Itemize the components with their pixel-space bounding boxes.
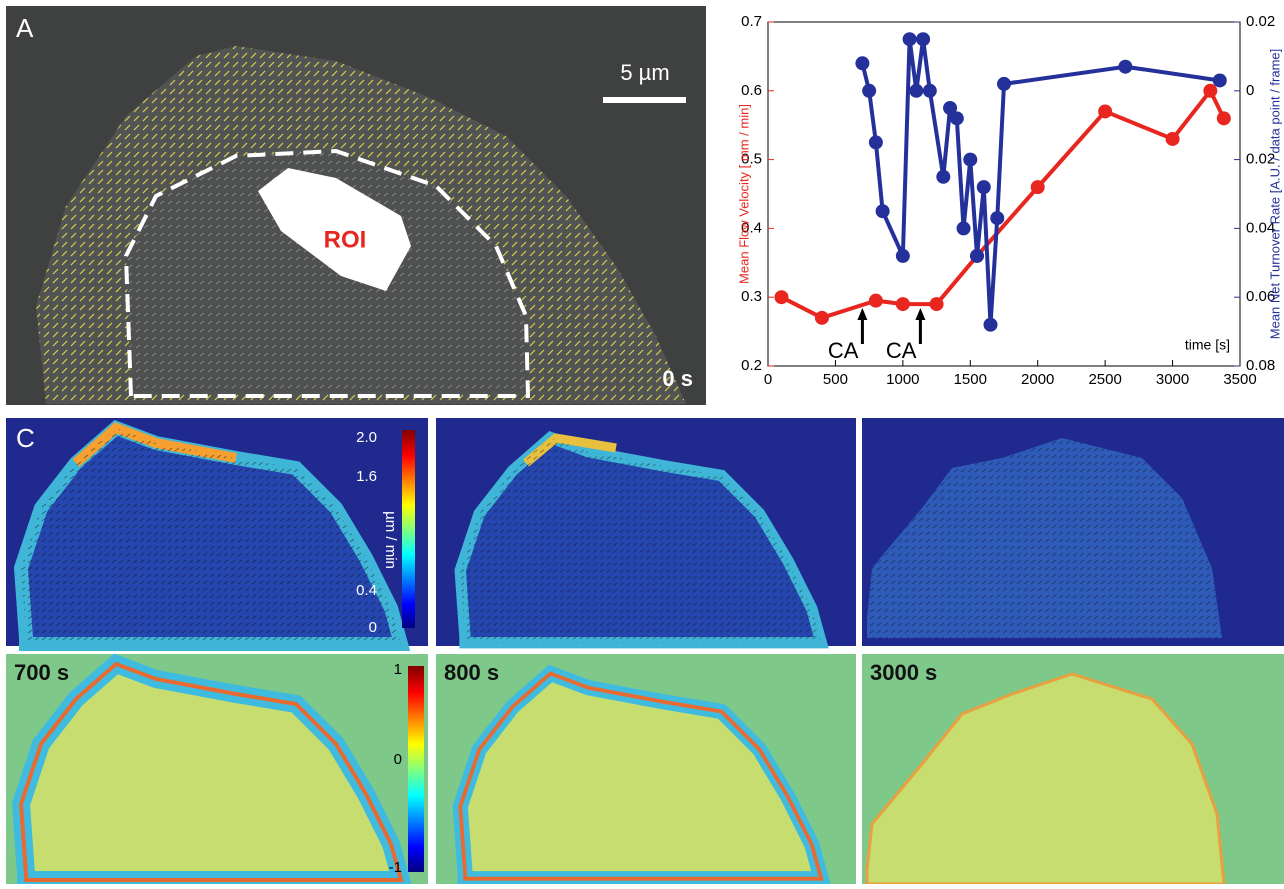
- colorbar-tick: 2.0: [356, 429, 377, 446]
- point: [984, 318, 998, 332]
- panel-label: C: [16, 423, 35, 453]
- point: [1031, 180, 1045, 194]
- scale-bar-label: 5 µm: [620, 60, 669, 85]
- y-tick-label: 0.3: [741, 288, 762, 305]
- point: [970, 249, 984, 263]
- point: [896, 249, 910, 263]
- x-tick-label: 2000: [1021, 371, 1054, 388]
- point: [990, 211, 1004, 225]
- point: [923, 84, 937, 98]
- figure: ROI A 5 µm 0 s B 05001000150020002500300…: [0, 0, 1284, 884]
- colorbar-tick: 0: [369, 619, 377, 636]
- x-tick-label: 1000: [886, 371, 919, 388]
- time-label: 700 s: [14, 660, 69, 685]
- point: [1166, 132, 1180, 146]
- colorbar: [402, 430, 415, 628]
- point: [869, 294, 883, 308]
- point: [1217, 111, 1231, 125]
- roi-label: ROI: [324, 226, 367, 253]
- speed-map: [862, 418, 1284, 646]
- y-tick-label: 0.2: [741, 357, 762, 374]
- panel-c: C 2.0 1.6 0.4 0 µm / min 1 0 -1 700 s 80…: [6, 418, 1284, 884]
- time-label: 800 s: [444, 660, 499, 685]
- point: [869, 135, 883, 149]
- y2-axis-label: Mean Net Turnover Rate [A.U. / data poin…: [1267, 49, 1282, 339]
- colorbar: [408, 666, 424, 872]
- panel-b: B 05001000150020002500300035000.20.30.40…: [736, 13, 1282, 388]
- point: [862, 84, 876, 98]
- point: [1203, 84, 1217, 98]
- speed-map: [6, 418, 428, 646]
- annotation-label: CA: [886, 338, 917, 363]
- point: [876, 204, 890, 218]
- y2-tick-label: 0.08: [1246, 357, 1275, 374]
- colorbar-tick: 1.6: [356, 468, 377, 485]
- point: [774, 290, 788, 304]
- point: [903, 32, 917, 46]
- y2-tick-label: 0: [1246, 82, 1254, 99]
- colorbar-tick: 0: [394, 751, 402, 768]
- y2-tick-label: 0.02: [1246, 13, 1275, 30]
- point: [963, 153, 977, 167]
- point: [1098, 104, 1112, 118]
- time-label: 3000 s: [870, 660, 937, 685]
- panel-a: ROI A 5 µm 0 s: [6, 6, 706, 405]
- panel-label: A: [16, 13, 34, 43]
- speed-map: [436, 418, 856, 646]
- point: [997, 77, 1011, 91]
- point: [1118, 60, 1132, 74]
- x-tick-label: 0: [764, 371, 772, 388]
- point: [916, 32, 930, 46]
- x-tick-label: 1500: [954, 371, 987, 388]
- point: [815, 311, 829, 325]
- y-tick-label: 0.6: [741, 82, 762, 99]
- colorbar-tick: 0.4: [356, 582, 377, 599]
- point: [950, 111, 964, 125]
- turnover-map: [862, 654, 1284, 884]
- point: [1213, 73, 1227, 87]
- point: [936, 170, 950, 184]
- point: [909, 84, 923, 98]
- colorbar-tick: 1: [394, 661, 402, 678]
- y-tick-label: 0.7: [741, 13, 762, 30]
- point: [977, 180, 991, 194]
- point: [957, 221, 971, 235]
- colorbar-tick: -1: [389, 859, 402, 876]
- colorbar-unit: µm / min: [382, 511, 399, 569]
- y-axis-label: Mean Flow Velocity [ mm / min]: [736, 104, 751, 284]
- turnover-map: [6, 654, 428, 884]
- turnover-map: [436, 654, 856, 884]
- time-label: 0 s: [662, 366, 693, 391]
- point: [896, 297, 910, 311]
- annotation-label: CA: [828, 338, 859, 363]
- point: [930, 297, 944, 311]
- x-tick-label: 500: [823, 371, 848, 388]
- x-axis-label: time [s]: [1185, 337, 1230, 353]
- point: [855, 56, 869, 70]
- x-tick-label: 3000: [1156, 371, 1189, 388]
- x-tick-label: 2500: [1088, 371, 1121, 388]
